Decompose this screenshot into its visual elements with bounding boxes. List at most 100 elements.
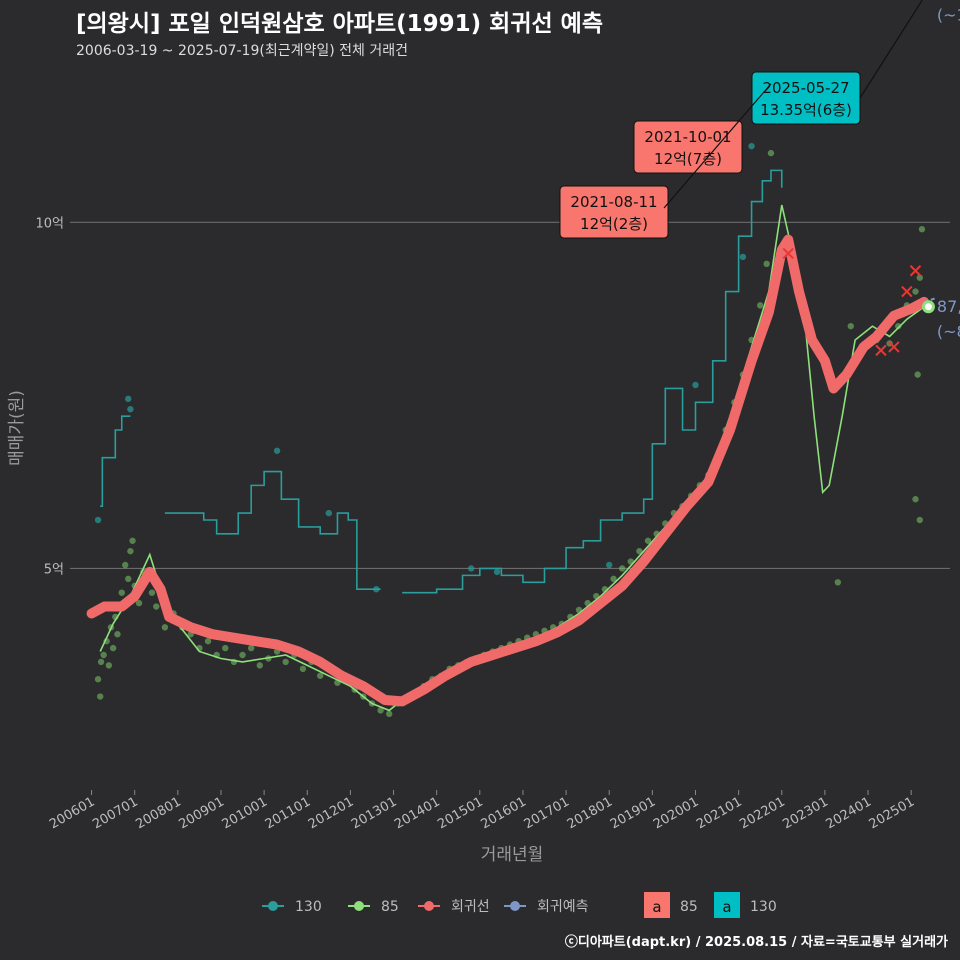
x-tick-label: 201401: [392, 794, 442, 832]
legend-box-glyph: a: [722, 898, 731, 916]
scatter-point-130: [493, 568, 501, 576]
legend-label: 130: [295, 899, 322, 915]
series-line-130: [164, 470, 381, 591]
scatter-point-85: [114, 631, 121, 638]
x-axis-ticks: 2006012007012008012009012010012011012012…: [47, 790, 917, 832]
legend-label: 회귀예측: [537, 899, 589, 915]
end-label-area: (~85㎡): [937, 322, 960, 341]
x-tick-label: 201501: [435, 794, 485, 832]
end-marker-85: [921, 300, 935, 314]
annotation-date: 2021-08-11: [570, 193, 657, 211]
annotations: 2025-05-27 13.35억(6층) 2021-10-01 12억(7층) 202…: [559, 0, 960, 341]
end-label-value: 87,800: [937, 297, 960, 316]
y-tick-label: 5억: [44, 562, 64, 577]
scatter-point-85: [222, 644, 229, 652]
grid-lines: [70, 221, 950, 570]
scatter-point-130: [692, 381, 699, 389]
x-mark: [875, 344, 887, 357]
x-tick-label: 202201: [737, 794, 787, 832]
series-line-130: [402, 169, 783, 594]
legend-key-dot: [424, 901, 434, 911]
scatter-point-85: [129, 537, 136, 544]
scatter-point-85: [916, 516, 924, 524]
scatter-point-85: [834, 579, 842, 586]
x-tick-label: 202501: [867, 794, 917, 832]
legend-box: [714, 892, 740, 918]
scatter-point-85: [847, 322, 854, 330]
scatter-point-130: [739, 253, 747, 261]
legend-label: 회귀선: [451, 899, 490, 915]
scatter-point-85: [763, 260, 770, 268]
scatter-point-85: [100, 651, 107, 659]
end-label-area: (~130㎡): [937, 5, 960, 24]
series-lines: [86, 169, 936, 712]
legend-key-dot: [268, 901, 278, 911]
scatter-point-85: [914, 371, 921, 378]
x-tick-label: 201601: [478, 794, 528, 832]
scatter-point-130: [94, 516, 102, 524]
scatter-point-85: [96, 693, 104, 700]
scatter-point-85: [161, 624, 169, 631]
scatter-point-85: [644, 537, 652, 544]
scatter-point-85: [256, 662, 264, 669]
scatter-point-85: [109, 644, 117, 652]
annotation-connector: [859, 0, 924, 99]
x-tick-label: 202301: [780, 794, 830, 832]
annotation-date: 2021-10-01: [644, 128, 731, 146]
x-tick-label: 201701: [522, 794, 572, 832]
scatter-point-85: [125, 575, 132, 583]
x-tick-label: 200701: [90, 794, 140, 832]
x-tick-label: 201901: [608, 794, 658, 832]
scatter-point-130: [273, 447, 281, 454]
scatter-point-85: [282, 658, 289, 666]
scatter-point-130: [125, 395, 132, 403]
scatter-point-85: [377, 707, 384, 714]
scatter-point-85: [153, 603, 160, 610]
x-mark: [909, 265, 922, 277]
footer-credit: ⓒ디아파트(dapt.kr) / 2025.08.15 / 자료=국토교통부 실…: [564, 935, 948, 950]
y-tick-label: 10억: [35, 216, 64, 231]
y-axis-ticks: 5억 10억: [35, 216, 64, 577]
legend-label: 85: [680, 899, 698, 915]
scatter-point-85: [386, 710, 393, 718]
scatter-point-85: [122, 561, 129, 569]
x-tick-label: 201001: [220, 794, 270, 832]
x-tick-label: 202101: [694, 794, 744, 832]
x-tick-label: 200601: [47, 794, 97, 832]
x-mark: [782, 247, 794, 260]
scatter-point-85: [97, 658, 105, 666]
scatter-point-85: [912, 496, 919, 503]
legend-key-dot: [354, 901, 364, 911]
x-tick-label: 200901: [176, 794, 226, 832]
scatter-point-85: [756, 302, 764, 309]
scatter-point-85: [299, 665, 307, 673]
scatter-point-85: [135, 599, 143, 607]
legend: 130 85 회귀선 회귀예측 a 85 a 130: [262, 892, 777, 918]
annotation-connector: [663, 83, 772, 209]
x-tick-label: 201801: [565, 794, 615, 832]
x-axis-title: 거래년월: [481, 845, 544, 865]
x-tick-label: 202401: [824, 794, 874, 832]
scatter-point-130: [325, 509, 333, 517]
scatter-point-85: [204, 637, 212, 645]
legend-key-dot: [510, 901, 520, 911]
legend-box-glyph: a: [652, 898, 661, 916]
annotation-price: 12억(7층): [654, 150, 722, 168]
scatter-point-85: [895, 322, 902, 330]
scatter-point-85: [316, 672, 324, 679]
scatter-point-85: [127, 547, 134, 555]
scatter-point-85: [610, 575, 617, 583]
regression-line: [86, 234, 930, 707]
annotation-box: [559, 185, 669, 239]
x-tick-label: 202001: [651, 794, 701, 832]
x-mark: [901, 285, 913, 298]
scatter-point-85: [636, 547, 643, 555]
annotation-price: 13.35억(6층): [760, 101, 852, 119]
chart-title: [의왕시] 포일 인덕원삼호 아파트(1991) 회귀선 예측: [76, 11, 603, 37]
x-mark: [888, 341, 900, 353]
scatter-point-85: [916, 274, 924, 281]
x-tick-label: 201301: [349, 794, 399, 832]
annotation-box: [633, 120, 743, 174]
x-tick-label: 200801: [133, 794, 183, 832]
scatter-point-85: [247, 644, 255, 652]
